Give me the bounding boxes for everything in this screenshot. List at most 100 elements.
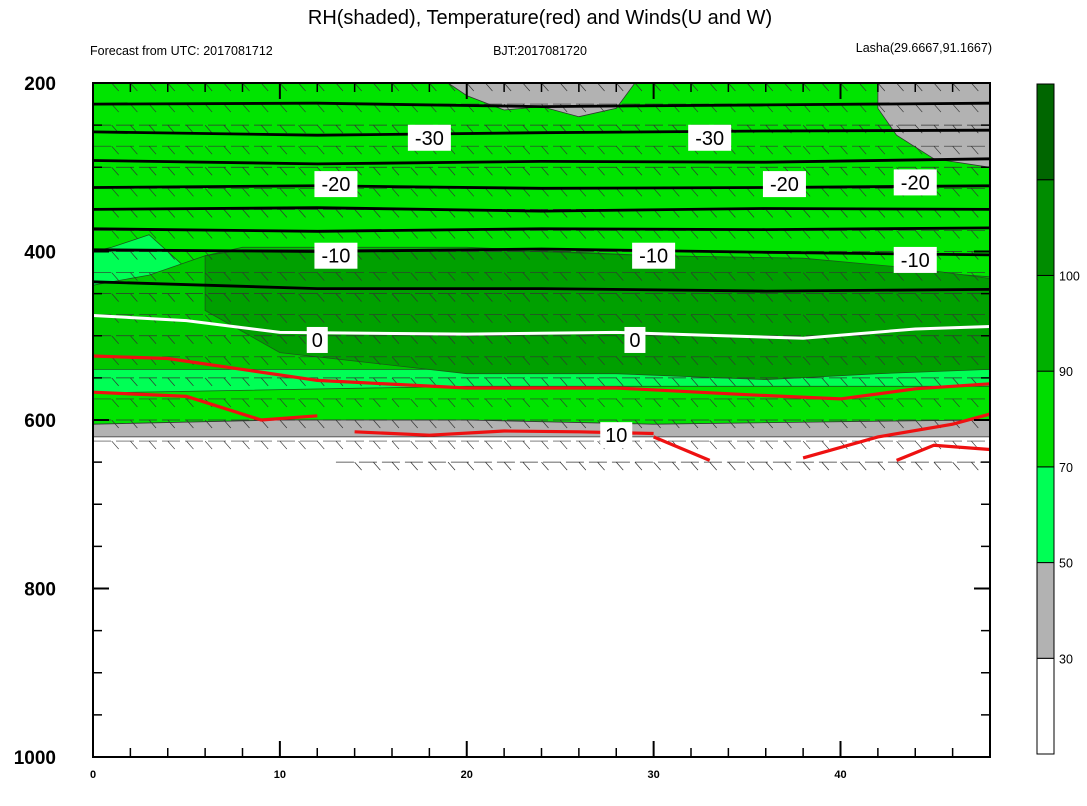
wind-barb [186,209,194,218]
wind-barb [541,335,549,344]
wind-barb [559,314,568,323]
wind-barb [765,356,774,366]
wind-barb [242,209,250,218]
wind-barb [485,188,493,197]
wind-barb [242,398,250,408]
wind-barb [914,272,923,281]
wind-barb [335,440,344,450]
wind-barb [914,103,923,113]
wind-barb [503,272,512,281]
wind-barb [877,440,886,450]
red-isotherm [93,390,318,422]
wind-barb [130,377,138,387]
wind-barb [335,419,344,429]
wind-barb [466,83,475,92]
wind-barb [615,335,624,344]
wind-barb [111,419,119,429]
wind-barb [466,398,475,408]
wind-barb [784,230,792,239]
wind-barb [373,419,381,429]
wind-barb [167,230,176,239]
x-tick-label: 40 [834,769,846,781]
wind-barb [765,377,774,387]
wind-barb [298,167,306,176]
wind-barb [634,188,643,197]
wind-barb [672,314,680,323]
contour-label-box [306,326,328,353]
wind-barb [223,209,232,218]
wind-barb [242,356,250,366]
wind-barb [634,440,643,450]
wind-barb [223,440,232,450]
wind-barb [298,293,306,302]
wind-barb [672,293,680,302]
wind-barb [354,103,362,113]
contour-label-box [893,169,937,196]
wind-barb [728,377,736,387]
wind-barb [877,461,886,471]
wind-barb [690,377,699,387]
wind-barb [373,83,381,92]
wind-barb [914,335,923,344]
wind-barb [186,272,194,281]
wind-barb [952,293,960,302]
contour-label-box [624,326,646,353]
wind-barb [260,83,269,92]
wind-barb [391,293,400,302]
wind-barb [597,230,605,239]
wind-barb [485,356,493,366]
wind-barb [709,167,717,176]
temperature-contour [93,184,990,190]
wind-barb [354,124,362,134]
wind-barb [728,440,736,450]
wind-barb [653,230,661,239]
wind-barb [559,440,568,450]
wind-barb [933,230,942,239]
wind-barb [466,145,475,155]
wind-barb [447,356,456,366]
wind-barb [410,440,418,450]
wind-barb [653,335,661,344]
wind-barb [746,314,755,323]
wind-barb [840,230,848,239]
wind-barb [933,314,942,323]
temperature-contours [93,101,990,462]
wind-barb [111,398,119,408]
wind-barb [877,356,886,366]
wind-barb [186,335,194,344]
wind-barb [933,209,942,218]
colorbar-box [1036,83,1055,181]
wind-barb [728,461,736,471]
wind-barb [746,209,755,218]
wind-barb [186,377,194,387]
contour-label: -20 [321,174,350,196]
wind-barb [877,209,886,218]
wind-barb [298,398,306,408]
wind-barb [653,293,661,302]
wind-barb [373,335,381,344]
wind-barb [914,461,923,471]
wind-barb [242,188,250,197]
wind-barb [335,124,344,134]
wind-barb [672,419,680,429]
colorbar: 30 50 70 90 100 [1036,83,1080,755]
wind-barb [298,356,306,366]
wind-barb [858,188,867,197]
wind-barb [373,251,381,260]
wind-barb [709,188,717,197]
wind-barb [653,83,661,92]
wind-barb [840,377,848,387]
wind-barb [130,167,138,176]
wind-barb [391,419,400,429]
wind-barb [952,83,960,92]
wind-barb [597,314,605,323]
colorbar-label: 30 [1059,652,1073,666]
wind-barb [690,419,699,429]
wind-barb [354,461,362,471]
wind-barb [466,419,475,429]
wind-barb [578,356,587,366]
wind-barb [896,103,904,113]
wind-barb [335,145,344,155]
contour-label: 0 [312,330,323,352]
contour-label-box [600,422,633,449]
